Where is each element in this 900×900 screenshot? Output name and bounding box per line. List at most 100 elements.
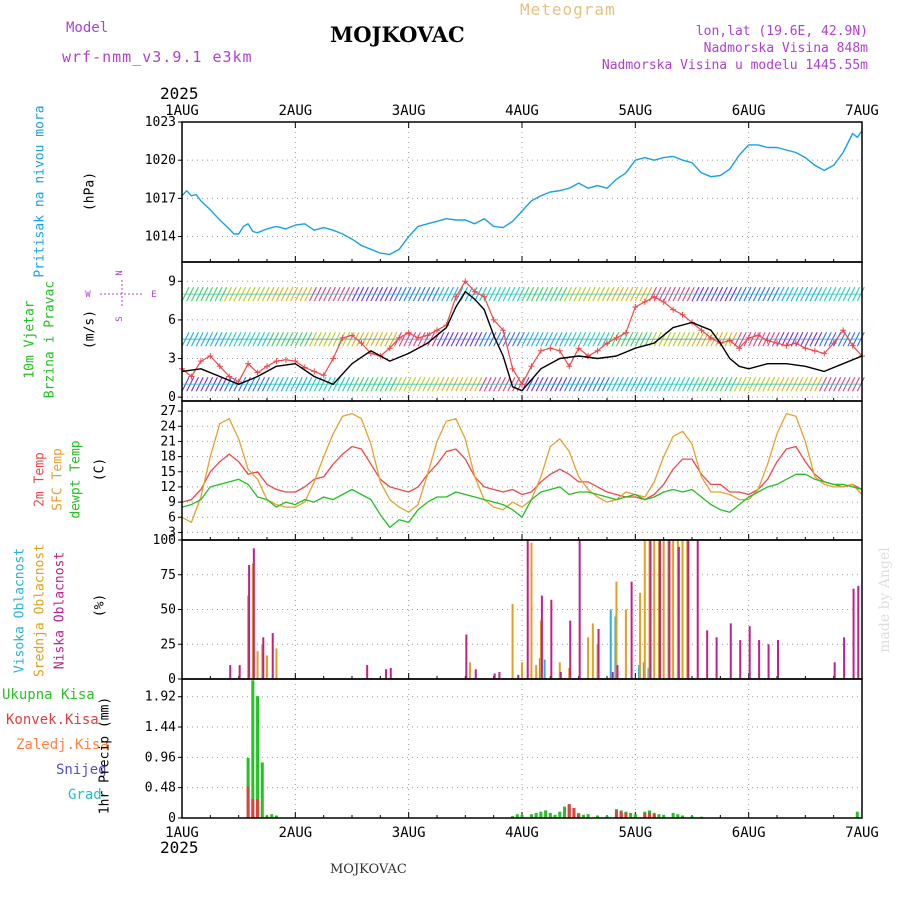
- bar-visoka-oblacnost: [609, 609, 612, 679]
- day-label-top: 2AUG: [278, 103, 312, 119]
- bar-ukupna-kisa: [563, 806, 566, 818]
- y-tick-label-clouds: 25: [160, 637, 176, 652]
- coords-label: lon,lat (19.6E, 42.9N): [695, 24, 868, 39]
- precip-conv-title: Konvek.Kisa: [6, 712, 99, 728]
- y-tick-label-precip: 1.92: [145, 690, 176, 705]
- bar-ukupna-kisa: [676, 814, 680, 818]
- bar-srednja-oblacnost: [535, 665, 538, 679]
- y-tick-label-temperature: 24: [160, 419, 176, 434]
- bar-niska-oblacnost: [857, 585, 860, 679]
- bar-niska-oblacnost: [229, 665, 232, 679]
- wind-marker: [226, 373, 233, 380]
- bar-ukupna-kisa: [671, 812, 675, 818]
- bar-niska-oblacnost: [687, 540, 690, 679]
- wind-marker: [273, 358, 280, 365]
- wind-marker: [811, 347, 818, 354]
- wind-marker: [537, 347, 544, 354]
- elevation-label: Nadmorska Visina 848m: [703, 41, 868, 56]
- bar-konvek-kisa: [614, 810, 618, 818]
- wind-marker: [774, 340, 780, 347]
- bar-niska-oblacnost: [616, 665, 619, 679]
- y-tick-label-temperature: 9: [168, 495, 176, 510]
- wind-marker: [604, 340, 610, 347]
- bar-niska-oblacnost: [526, 540, 529, 679]
- bar-niska-oblacnost: [852, 588, 855, 679]
- y-tick-label-pressure: 1014: [145, 230, 176, 245]
- y-tick-label-clouds: 0: [168, 672, 176, 687]
- wind-marker: [188, 373, 195, 380]
- bar-niska-oblacnost: [366, 665, 369, 679]
- compass-e: E: [151, 290, 156, 300]
- wind-marker: [500, 327, 507, 334]
- wind-marker: [509, 365, 516, 372]
- bar-ukupna-kisa: [855, 811, 859, 818]
- bar-ukupna-kisa: [256, 696, 260, 818]
- bar-srednja-oblacnost: [558, 662, 561, 679]
- bar-ukupna-kisa: [274, 815, 278, 818]
- footer-station: MOJKOVAC: [330, 862, 407, 877]
- bar-niska-oblacnost: [729, 623, 732, 679]
- bar-ukupna-kisa: [553, 814, 557, 818]
- wind-marker: [547, 345, 554, 352]
- bar-niska-oblacnost: [777, 640, 779, 679]
- bar-srednja-oblacnost: [681, 540, 684, 679]
- day-label-bottom: 3AUG: [392, 825, 426, 841]
- wind-marker: [519, 381, 525, 388]
- series-line-sfc-temp: [181, 412, 863, 523]
- bar-ukupna-kisa: [520, 814, 524, 818]
- wind-marker: [849, 342, 856, 349]
- bar-ukupna-kisa: [548, 812, 552, 818]
- wind-marker: [651, 293, 658, 300]
- y-tick-label-precip: 0: [168, 811, 176, 826]
- bar-srednja-oblacnost: [530, 542, 533, 679]
- bar-srednja-oblacnost: [275, 648, 278, 679]
- bar-niska-oblacnost: [248, 565, 251, 679]
- bar-srednja-oblacnost: [469, 662, 472, 679]
- bar-niska-oblacnost: [465, 634, 468, 679]
- bar-konvek-kisa: [246, 786, 250, 818]
- wind-marker: [339, 334, 346, 341]
- y-tick-label-clouds: 75: [160, 568, 176, 583]
- wind-marker: [670, 306, 677, 313]
- bar-niska-oblacnost: [262, 637, 265, 679]
- wind-marker: [566, 363, 573, 370]
- bar-niska-oblacnost: [271, 633, 274, 679]
- bar-srednja-oblacnost: [672, 540, 675, 679]
- y-tick-label-pressure: 1017: [145, 191, 176, 206]
- series-line-vjetar-model: [181, 290, 863, 392]
- y-tick-label-temperature: 6: [168, 510, 176, 525]
- wind-marker: [424, 332, 431, 339]
- bar-ukupna-kisa: [511, 816, 515, 818]
- year-label-bottom: 2025: [160, 838, 199, 857]
- wind-marker: [736, 345, 743, 352]
- wind-marker: [264, 363, 270, 370]
- day-label-bottom: 2AUG: [278, 825, 312, 841]
- bar-srednja-oblacnost: [266, 655, 268, 679]
- bar-konvek-kisa: [648, 812, 651, 818]
- bar-konvek-kisa: [251, 799, 255, 818]
- bar-ukupna-kisa: [633, 814, 637, 818]
- wind-marker: [830, 340, 837, 347]
- precip-frz-title: Zaledj.Kisa: [16, 737, 109, 753]
- bar-konvek-kisa: [652, 814, 656, 818]
- wind-marker: [320, 372, 327, 379]
- bar-ukupna-kisa: [515, 814, 519, 818]
- wind-marker: [783, 342, 790, 349]
- wind-marker: [707, 334, 714, 341]
- compass-s: S: [115, 316, 125, 321]
- bar-srednja-oblacnost: [624, 609, 627, 679]
- wind-marker: [207, 352, 214, 359]
- bar-niska-oblacnost: [550, 599, 553, 679]
- wind-marker: [792, 340, 799, 347]
- wind-marker: [330, 355, 337, 362]
- bar-ukupna-kisa: [558, 811, 562, 818]
- series-line-dewpt-temp: [181, 473, 863, 529]
- bar-niska-oblacnost: [238, 665, 241, 679]
- wind-marker: [462, 278, 469, 285]
- bar-ukupna-kisa: [629, 812, 633, 818]
- day-label-top: 4AUG: [505, 103, 539, 119]
- bar-srednja-oblacnost: [591, 623, 594, 679]
- day-label-bottom: 7AUG: [845, 825, 879, 841]
- bar-ukupna-kisa: [539, 811, 543, 818]
